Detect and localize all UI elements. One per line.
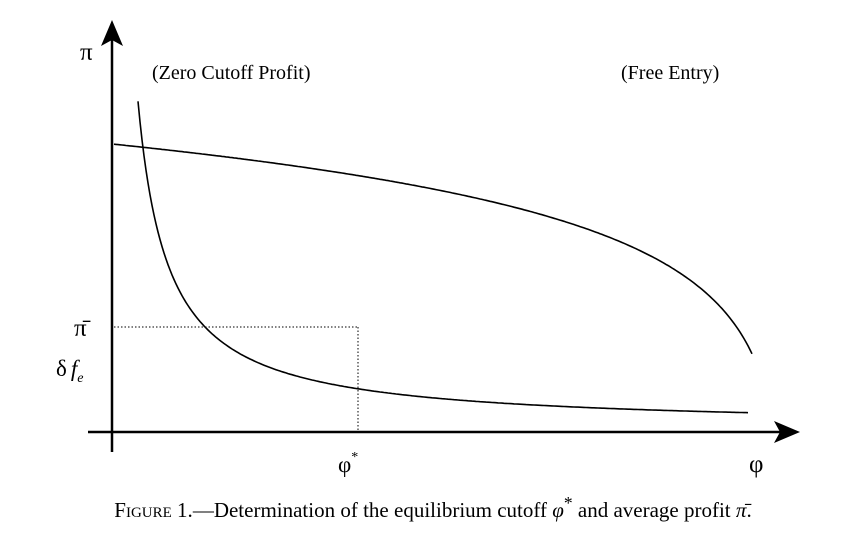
free-entry-curve — [113, 143, 753, 355]
caption-phi-sup: * — [563, 493, 573, 513]
caption-text-before: Determination of the equilibrium cutoff — [213, 498, 553, 522]
caption-text-middle: and average profit — [572, 498, 736, 522]
phi-star-tick-label: φ* — [338, 450, 358, 477]
zero-cutoff-profit-curve — [137, 101, 749, 414]
zero-cutoff-profit-label: (Zero Cutoff Profit) — [152, 62, 311, 84]
caption-figure-label: Figure 1. — [114, 498, 193, 522]
equilibrium-diagram: π φ (Zero Cutoff Profit) (Free Entry) π̄… — [56, 20, 800, 478]
y-axis-arrowhead — [101, 20, 123, 46]
delta-fe-tick-label: δ fe — [56, 356, 83, 386]
caption-text-end: . — [746, 498, 752, 522]
caption-pi-bar-symbol: π̄ — [735, 498, 747, 522]
pi-bar-tick-label: π̄ — [74, 315, 91, 342]
free-entry-label: (Free Entry) — [621, 62, 719, 84]
caption-phi-symbol: φ — [552, 498, 564, 522]
x-axis-arrowhead — [774, 421, 800, 443]
y-axis-label: π — [80, 39, 93, 66]
caption-dash: — — [192, 498, 214, 522]
figure-caption: Figure 1.—Determination of the equilibri… — [0, 493, 866, 523]
x-axis-label: φ — [749, 451, 763, 478]
